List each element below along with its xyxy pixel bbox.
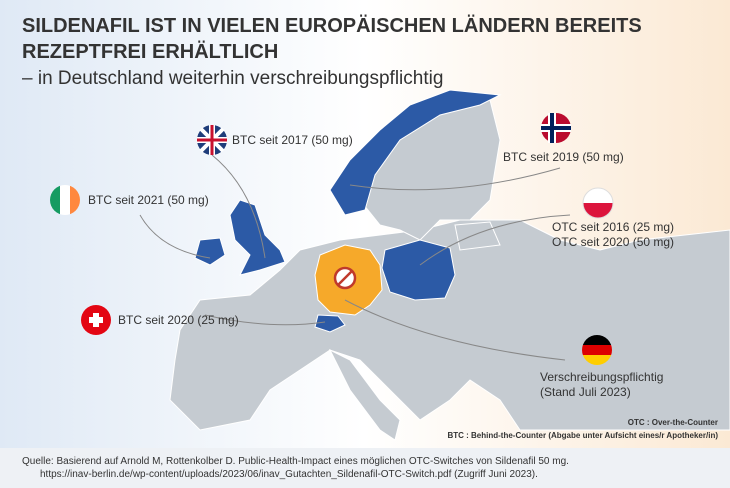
flag-germany: [582, 335, 612, 365]
country-label: OTC seit 2016 (25 mg): [552, 220, 674, 234]
mainland: [169, 219, 730, 431]
poland: [381, 239, 456, 301]
map: [169, 89, 730, 441]
source: Quelle: Basierend auf Arnold M, Rottenko…: [22, 456, 569, 467]
footer-band: [0, 448, 730, 488]
connectors: [139, 154, 571, 361]
legend-entry: BTC : Behind-the-Counter (Abgabe unter A…: [447, 431, 718, 440]
country-label: (Stand Juli 2023): [540, 385, 631, 399]
flag-uk: [197, 125, 227, 155]
flags: [50, 113, 614, 365]
source: https://inav-berlin.de/wp-content/upload…: [40, 469, 538, 480]
uk: [229, 199, 286, 276]
italy: [328, 348, 401, 441]
flag-poland: [582, 187, 614, 219]
norway: [329, 89, 502, 216]
country-label: BTC seit 2017 (50 mg): [232, 133, 353, 147]
legend-entry: OTC : Over-the-Counter: [628, 418, 718, 427]
country-label: BTC seit 2020 (25 mg): [118, 313, 239, 327]
flag-norway: [541, 113, 571, 143]
switzerland: [314, 314, 346, 333]
country-label: Verschreibungspflichtig: [540, 370, 663, 384]
title: SILDENAFIL IST IN VIELEN EUROPÄISCHEN LÄ…: [22, 14, 642, 37]
flag-ireland: [50, 185, 80, 215]
title: REZEPTFREI ERHÄLTLICH: [22, 40, 278, 63]
flag-switzerland: [81, 305, 111, 335]
subtitle: – in Deutschland weiterhin verschreibung…: [22, 68, 443, 89]
country-label: OTC seit 2020 (50 mg): [552, 235, 674, 249]
country-label: BTC seit 2021 (50 mg): [88, 193, 209, 207]
prohibition-sign: [333, 266, 357, 290]
country-label: BTC seit 2019 (50 mg): [503, 150, 624, 164]
